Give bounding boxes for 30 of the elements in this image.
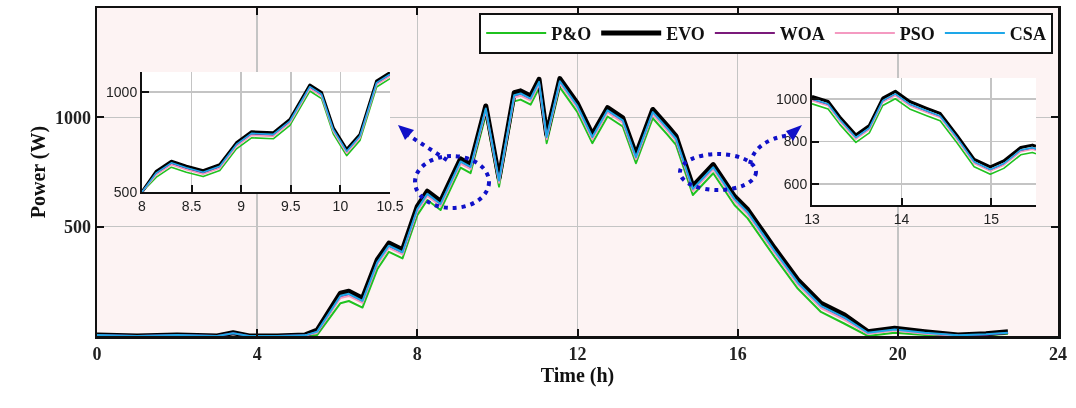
x-tick-label: 8	[138, 197, 147, 214]
x-tick-label: 4	[252, 344, 262, 365]
legend-label: PSO	[899, 24, 935, 45]
x-tick-label: 10.5	[376, 197, 404, 214]
x-tick-label: 10	[332, 197, 349, 214]
x-tick-label: 0	[92, 344, 102, 365]
x-tick-label: 16	[728, 344, 747, 365]
y-tick-label: 1000	[776, 91, 808, 108]
x-tick-label: 15	[983, 210, 1000, 227]
x-tick-label: 20	[888, 344, 907, 365]
x-tick-label: 9.5	[281, 197, 301, 214]
x-tick-label: 12	[568, 344, 587, 365]
x-tick-label: 8	[412, 344, 422, 365]
x-tick-label: 24	[1049, 344, 1067, 365]
y-tick-label: 1000	[54, 107, 91, 128]
legend-label: CSA	[1009, 24, 1046, 45]
x-tick-label: 8.5	[181, 197, 202, 214]
y-tick-label: 500	[113, 183, 138, 200]
y-tick-label: 600	[783, 175, 808, 192]
legend-label: P&O	[551, 24, 592, 45]
y-tick-label: 1000	[106, 83, 138, 100]
y-axis-title: Power (W)	[27, 125, 51, 219]
y-tick-label: 800	[783, 133, 808, 150]
legend-label: WOA	[779, 24, 825, 45]
x-tick-label: 14	[893, 210, 910, 227]
x-axis-title: Time (h)	[540, 364, 615, 388]
x-tick-label: 9	[237, 197, 246, 214]
legend-label: EVO	[666, 24, 705, 45]
x-tick-label: 13	[804, 210, 820, 227]
y-tick-label: 500	[63, 216, 91, 237]
